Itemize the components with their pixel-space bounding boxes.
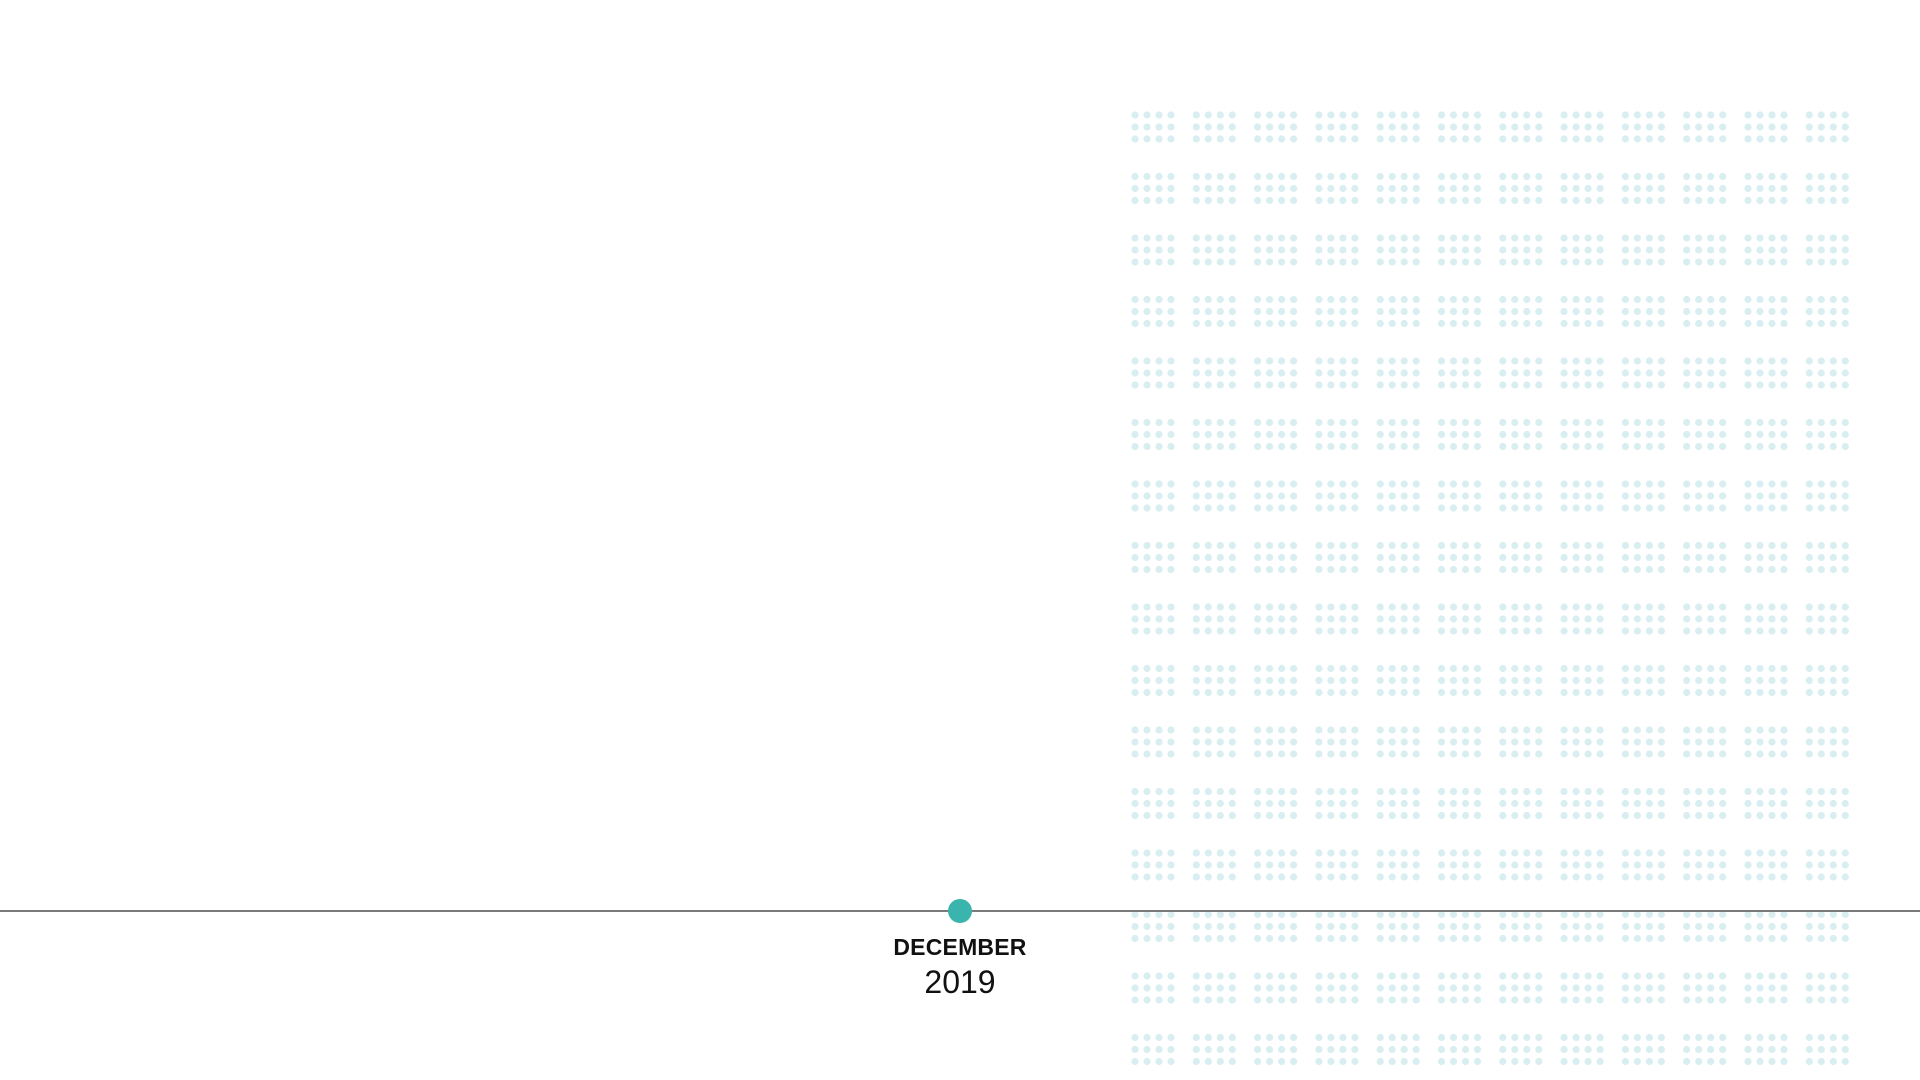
timeline-marker-dot[interactable] bbox=[948, 899, 972, 923]
timeline-month-label: DECEMBER bbox=[893, 934, 1027, 960]
dot-pattern-decoration bbox=[1128, 108, 1850, 1080]
timeline-year-label: 2019 bbox=[924, 964, 996, 1000]
